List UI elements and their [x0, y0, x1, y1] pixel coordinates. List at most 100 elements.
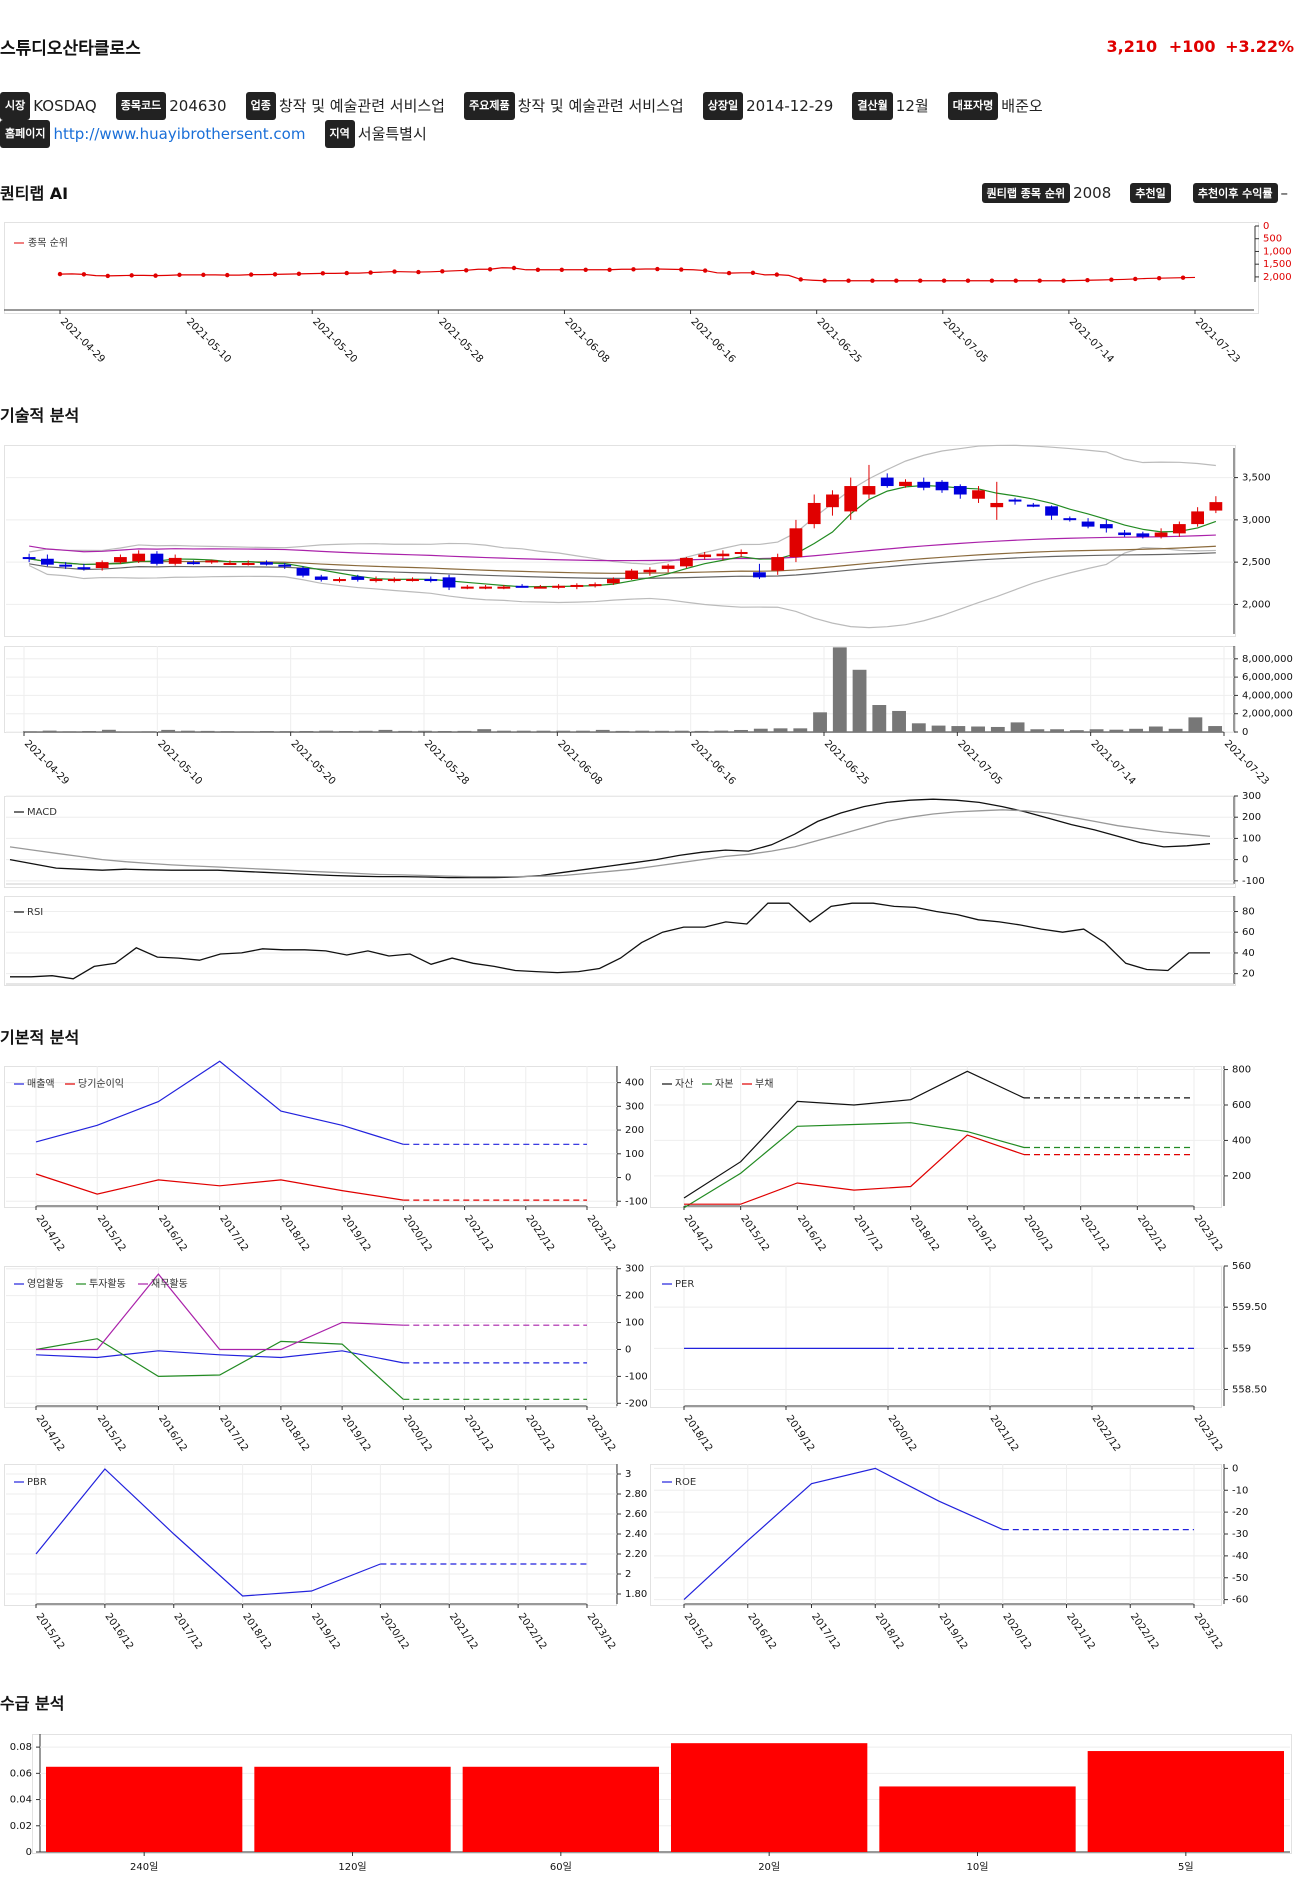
y-tick-label: 0: [625, 1344, 631, 1355]
candle-body: [314, 576, 328, 580]
pbr-panel: [4, 1464, 617, 1606]
info-value-fiscal-month: 12월: [895, 97, 929, 115]
info-value-market: KOSDAQ: [33, 97, 97, 115]
rank-point: [511, 265, 517, 271]
y-tick-label: 20: [1242, 969, 1255, 980]
volume-bar: [299, 730, 314, 732]
rank-point: [941, 278, 947, 283]
rank-point: [679, 267, 684, 272]
info-value-region: 서울특별시: [357, 125, 427, 143]
volume-bar: [852, 669, 867, 732]
rank-point: [344, 270, 349, 276]
x-tick-label: 2022/12: [1135, 1213, 1168, 1253]
y-tick-label: 2.20: [625, 1549, 647, 1560]
candle-body: [77, 567, 91, 570]
rank-point: [1037, 278, 1042, 283]
candle-body: [880, 477, 894, 487]
bollinger-upper: [29, 444, 1216, 565]
company-name: 스튜디오산타클로스: [0, 39, 141, 59]
y-tick-label: 1,000: [1263, 246, 1292, 257]
volume-bar: [477, 729, 492, 732]
volume-bar: [62, 731, 77, 732]
candle-body: [953, 486, 967, 495]
volume-bar: [1168, 728, 1183, 732]
legend-label: 자산: [675, 1078, 693, 1090]
volume-bar: [82, 730, 97, 732]
y-tick-label: 200: [1232, 1171, 1251, 1182]
rank-point: [1180, 275, 1186, 280]
candle-body: [1063, 518, 1077, 521]
volume-bar: [674, 730, 689, 732]
volume-chart: 0 2,000,000 4,000,000 6,000,000 8,000,000 202…: [6, 646, 1293, 787]
candle-body: [333, 579, 346, 582]
rank-point: [1013, 278, 1018, 283]
volume-bar: [1188, 717, 1203, 732]
rank-point: [416, 269, 421, 275]
info-value-listing-date: 2014-12-29: [746, 97, 834, 115]
y-tick-label: -50: [1232, 1573, 1248, 1584]
candle-body: [132, 553, 146, 562]
volume-bar: [141, 731, 156, 732]
homepage-link[interactable]: http://www.huayibrothersent.com: [53, 125, 306, 143]
legend-label: RSI: [27, 907, 43, 918]
legend-label: 재무활동: [151, 1277, 188, 1290]
series-line: [35, 1338, 404, 1400]
rank-point: [918, 278, 923, 283]
volume-bar: [279, 731, 294, 732]
y-tick-label: 200: [1242, 812, 1261, 823]
candle-body: [807, 502, 821, 525]
info-label-market: 시장: [0, 92, 31, 120]
y-tick-label: 200: [625, 1125, 644, 1136]
x-tick-label: 2019/12: [784, 1413, 817, 1453]
candle-body: [40, 558, 54, 565]
price-block: 3,210 +100 +3.22%: [1107, 37, 1295, 56]
candle-body: [680, 557, 693, 567]
y-tick-label: 0.02: [10, 1821, 32, 1832]
candle-body: [1081, 521, 1095, 527]
volume-bar: [1109, 729, 1124, 732]
volume-bar: [378, 729, 393, 732]
y-tick-label: 1.80: [625, 1589, 647, 1600]
rank-point: [822, 278, 827, 283]
x-tick-label: 2021-07-14: [1067, 316, 1116, 365]
y-tick-label: 600: [1232, 1100, 1251, 1111]
candle-body: [643, 569, 657, 573]
series-line: [36, 1273, 404, 1351]
info-label-product: 주요제품: [464, 92, 515, 120]
rank-point: [1109, 277, 1114, 282]
rank-point: [368, 270, 373, 275]
x-tick-label: 2016/12: [156, 1213, 189, 1253]
x-tick-label: 2023/12: [585, 1213, 618, 1253]
volume-bar: [180, 730, 195, 732]
rank-point: [726, 270, 732, 276]
rank-point: [440, 269, 445, 274]
candle-body: [479, 586, 492, 589]
supply-bar: [254, 1766, 451, 1852]
info-label-region: 지역: [324, 120, 355, 148]
candle-body: [789, 528, 803, 558]
rank-point: [392, 269, 397, 274]
x-tick-label: 10일: [967, 1861, 989, 1873]
series-line: [684, 1134, 1025, 1205]
y-tick-label: -20: [1232, 1507, 1248, 1518]
x-tick-label: 2016/12: [795, 1213, 828, 1253]
y-tick-label: 0.06: [10, 1768, 32, 1779]
x-tick-label: 2018/12: [682, 1413, 715, 1453]
y-tick-label: -100: [625, 1371, 648, 1382]
candle-body: [661, 565, 675, 569]
rank-point: [225, 272, 230, 278]
x-tick-label: 2015/12: [682, 1611, 715, 1651]
x-tick-label: 2021-05-20: [289, 738, 338, 787]
x-tick-label: 2014/12: [682, 1213, 715, 1253]
candle-body: [114, 557, 127, 563]
info-value-industry: 창작 및 예술관련 서비스업: [278, 97, 445, 115]
y-tick-label: 3: [625, 1469, 631, 1480]
candle-body: [606, 579, 620, 584]
candle-body: [442, 577, 456, 588]
balance-chart: 200 400 600 800 2014/12 2015/12 2016/12 2017/12…: [654, 1065, 1251, 1254]
rank-point: [57, 271, 63, 277]
x-tick-label: 2020/12: [401, 1413, 434, 1453]
x-tick-label: 2021-07-14: [1089, 738, 1138, 787]
candle-body: [899, 481, 912, 487]
rsi-chart: 20 40 60 80 RSI: [6, 896, 1255, 985]
